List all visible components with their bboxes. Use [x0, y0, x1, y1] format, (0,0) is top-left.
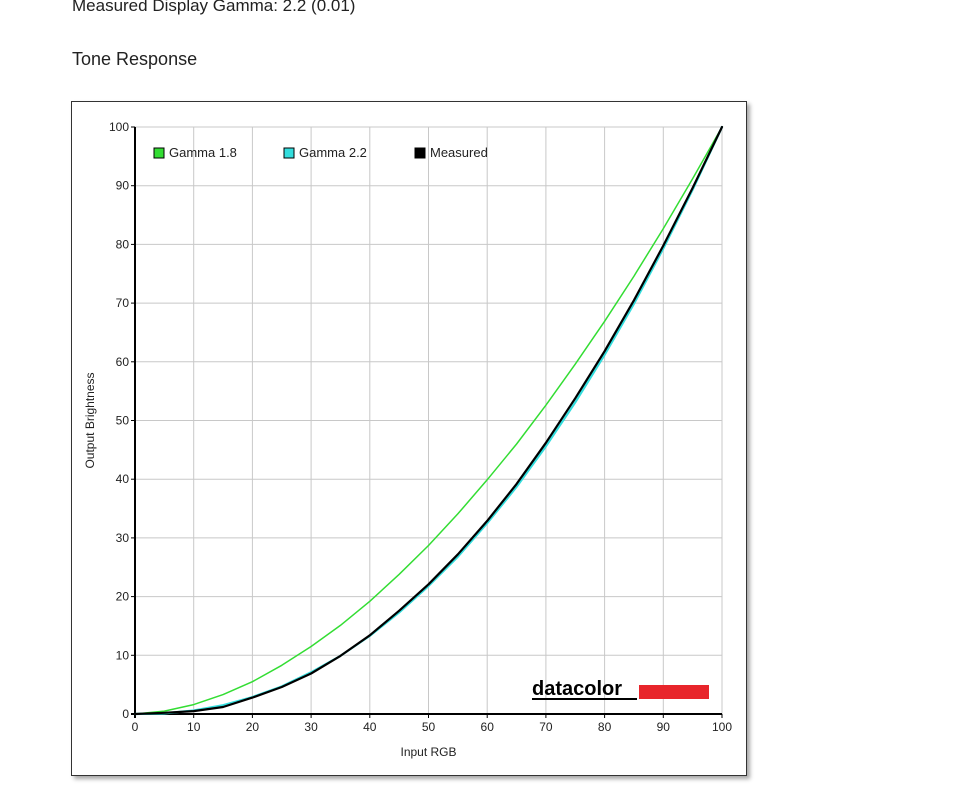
y-tick-label: 10: [116, 648, 130, 662]
y-tick-label: 70: [116, 296, 130, 310]
y-tick-label: 100: [109, 120, 129, 134]
series-line-measured: [133, 125, 724, 716]
axes: 0 10 20 30 40 50 60 70 80 90 100 0 10 20 30 40 50 60 70 80 9…: [83, 120, 732, 759]
x-tick-label: 100: [712, 720, 732, 734]
x-tick-label: 0: [132, 720, 139, 734]
legend-label-gamma-1-8: Gamma 1.8: [169, 145, 237, 160]
y-tick-label: 50: [116, 414, 130, 428]
section-title: Tone Response: [72, 49, 198, 69]
tone-response-chart: 0 10 20 30 40 50 60 70 80 90 100 0 10 20 30 40 50 60 70 80 9…: [71, 101, 747, 776]
legend-swatch-measured: [414, 147, 426, 159]
y-tick-label: 40: [116, 472, 130, 486]
legend-label-measured: Measured: [430, 145, 488, 160]
x-tick-label: 10: [187, 720, 201, 734]
legend-swatch-gamma-2-2: [283, 147, 295, 159]
x-tick-label: 20: [246, 720, 260, 734]
logo-accent-bar: [639, 685, 709, 699]
legend: Gamma 1.8 Gamma 2.2 Measured: [153, 145, 488, 160]
legend-label-gamma-2-2: Gamma 2.2: [299, 145, 367, 160]
y-tick-label: 80: [116, 237, 130, 251]
x-axis-label: Input RGB: [400, 745, 456, 759]
y-tick-label: 30: [116, 531, 130, 545]
legend-swatch-gamma-1-8: [153, 147, 165, 159]
y-axis-label: Output Brightness: [83, 372, 97, 468]
x-tick-label: 70: [539, 720, 553, 734]
series-line-gamma-1-8: [134, 126, 723, 715]
series-line-gamma-2-2: [133, 125, 724, 716]
y-tick-label: 90: [116, 179, 130, 193]
x-tick-label: 40: [363, 720, 377, 734]
x-tick-label: 60: [481, 720, 495, 734]
datacolor-logo: datacolor: [532, 678, 709, 700]
x-tick-label: 50: [422, 720, 436, 734]
chart-svg: 0 10 20 30 40 50 60 70 80 90 100 0 10 20 30 40 50 60 70 80 9…: [83, 120, 732, 759]
measured-gamma-text: Measured Display Gamma: 2.2 (0.01): [72, 0, 356, 15]
grid-lines: [135, 126, 723, 714]
logo-text: datacolor: [532, 678, 622, 700]
x-tick-label: 30: [304, 720, 318, 734]
y-tick-label: 20: [116, 590, 130, 604]
y-tick-label: 0: [122, 707, 129, 721]
x-tick-label: 90: [657, 720, 671, 734]
x-tick-label: 80: [598, 720, 612, 734]
series-layer: [133, 125, 724, 716]
y-tick-label: 60: [116, 355, 130, 369]
